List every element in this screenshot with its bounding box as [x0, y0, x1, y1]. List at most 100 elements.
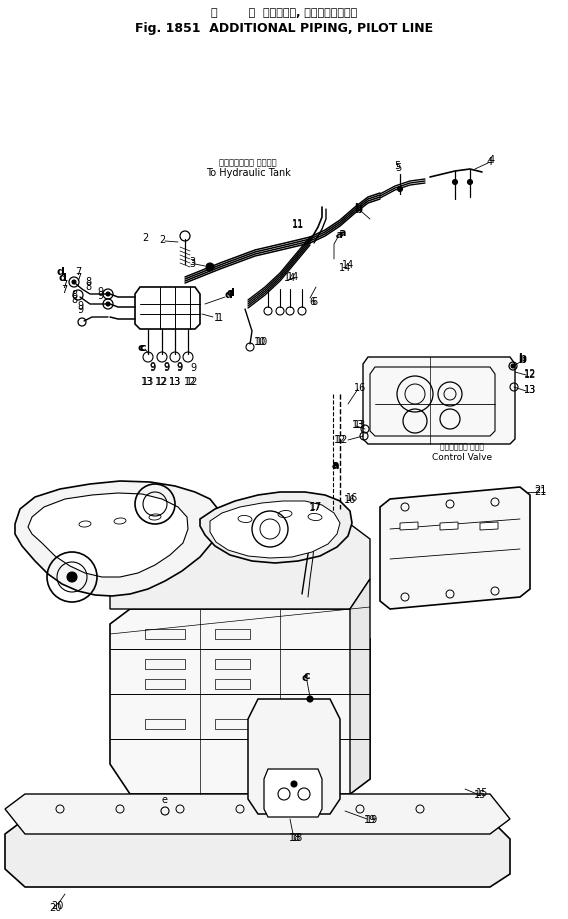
Text: 5: 5 [394, 161, 400, 171]
Text: 9: 9 [77, 305, 83, 314]
Text: 9: 9 [97, 290, 103, 301]
Polygon shape [350, 579, 370, 794]
Text: 12: 12 [336, 435, 348, 445]
Text: 14: 14 [284, 273, 296, 283]
Text: e: e [162, 794, 168, 804]
Polygon shape [440, 522, 458, 530]
Text: 11: 11 [292, 220, 304, 230]
Text: a: a [339, 228, 346, 238]
Text: 21: 21 [534, 486, 546, 496]
Text: 3: 3 [189, 256, 195, 267]
Text: b: b [518, 353, 526, 363]
Text: d: d [226, 288, 234, 298]
Text: 12: 12 [334, 435, 346, 445]
Circle shape [307, 697, 313, 702]
Text: 21: 21 [534, 484, 546, 494]
Text: 19: 19 [364, 814, 376, 824]
Text: d: d [56, 267, 64, 277]
Polygon shape [28, 494, 188, 577]
Polygon shape [363, 357, 515, 445]
Text: 15: 15 [474, 789, 486, 800]
Text: 14: 14 [339, 263, 351, 273]
Text: 16: 16 [346, 493, 358, 503]
Text: c: c [302, 673, 308, 682]
Text: a: a [331, 460, 339, 471]
Text: 7: 7 [61, 279, 67, 289]
Text: 10: 10 [256, 336, 268, 346]
Text: 12: 12 [156, 377, 168, 387]
Text: 16: 16 [344, 494, 356, 505]
Text: 3: 3 [189, 259, 195, 268]
Text: 増        設  パイピング, パイロットライン: 増 設 パイピング, パイロットライン [211, 8, 357, 18]
Text: 6: 6 [311, 297, 317, 307]
Text: Fig. 1851  ADDITIONAL PIPING, PILOT LINE: Fig. 1851 ADDITIONAL PIPING, PILOT LINE [135, 21, 433, 35]
Text: 7: 7 [61, 285, 67, 295]
Polygon shape [110, 525, 370, 609]
Polygon shape [200, 493, 352, 563]
Polygon shape [400, 522, 418, 530]
Polygon shape [135, 288, 200, 330]
Polygon shape [264, 769, 322, 817]
Polygon shape [248, 699, 340, 814]
Circle shape [291, 781, 297, 788]
Text: 13: 13 [142, 377, 154, 387]
Text: 13: 13 [352, 420, 364, 429]
Text: 13: 13 [524, 384, 536, 394]
Text: c: c [304, 670, 310, 680]
Polygon shape [15, 482, 220, 596]
Text: 8: 8 [71, 289, 77, 300]
Text: 4: 4 [489, 154, 495, 165]
Text: 20: 20 [49, 902, 61, 912]
Text: 7: 7 [75, 267, 81, 277]
Text: 13: 13 [169, 377, 181, 387]
Text: 9: 9 [77, 301, 83, 311]
Text: 9: 9 [190, 363, 196, 372]
Text: 9: 9 [149, 361, 155, 371]
Text: 10: 10 [254, 336, 266, 346]
Text: 16: 16 [354, 382, 366, 392]
Text: 12: 12 [155, 377, 167, 387]
Text: 12: 12 [524, 369, 536, 379]
Circle shape [67, 573, 77, 583]
Circle shape [467, 180, 473, 186]
Text: Control Valve: Control Valve [432, 452, 492, 461]
Text: 14: 14 [287, 272, 299, 282]
Text: 13: 13 [354, 420, 366, 429]
Text: 17: 17 [309, 503, 321, 513]
Text: 13: 13 [141, 377, 153, 387]
Text: 9: 9 [176, 361, 182, 371]
Text: 9: 9 [163, 361, 169, 371]
Circle shape [398, 187, 403, 192]
Circle shape [511, 365, 515, 369]
Polygon shape [210, 502, 340, 559]
Circle shape [206, 264, 214, 272]
Text: 18: 18 [291, 832, 303, 842]
Text: 18: 18 [289, 832, 301, 842]
Circle shape [453, 180, 457, 186]
Text: 17: 17 [310, 502, 322, 512]
Text: 19: 19 [366, 814, 378, 824]
Text: 12: 12 [186, 377, 198, 387]
Text: 14: 14 [342, 260, 354, 269]
Text: 12: 12 [524, 369, 536, 380]
Text: a: a [331, 460, 339, 470]
Text: c: c [137, 343, 144, 353]
Text: 13: 13 [169, 377, 181, 387]
Text: 6: 6 [309, 297, 315, 307]
Text: 5: 5 [395, 163, 401, 173]
Text: 8: 8 [71, 295, 77, 305]
Text: 20: 20 [51, 900, 63, 910]
Text: b: b [354, 205, 362, 215]
Text: 9: 9 [176, 363, 182, 372]
Text: 8: 8 [85, 277, 91, 287]
Circle shape [106, 292, 110, 297]
Text: c: c [140, 343, 147, 353]
Polygon shape [380, 487, 530, 609]
Text: 9: 9 [97, 287, 103, 297]
Text: 4: 4 [487, 157, 493, 167]
Text: 7: 7 [75, 273, 81, 283]
Text: 1: 1 [217, 312, 223, 323]
Polygon shape [110, 609, 370, 794]
Text: d: d [224, 289, 232, 300]
Text: 1: 1 [214, 312, 220, 323]
